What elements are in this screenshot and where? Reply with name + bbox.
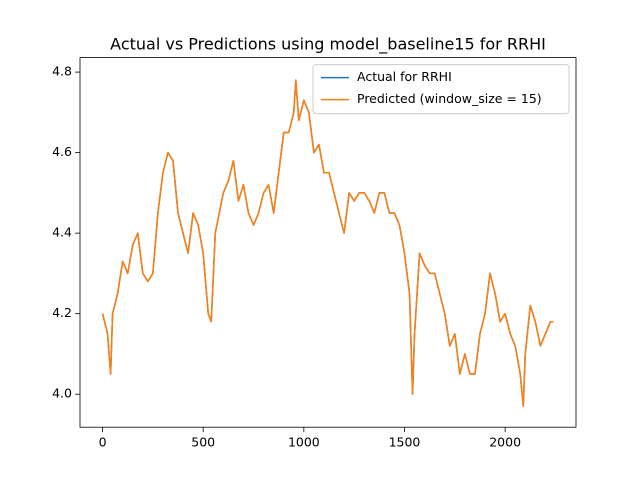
y-tick-label: 4.2 (52, 305, 72, 320)
y-tick-label: 4.4 (52, 225, 72, 240)
y-tick-label: 4.8 (52, 64, 72, 79)
x-tick-label: 500 (191, 435, 215, 450)
legend-label: Actual for RRHI (357, 69, 452, 84)
legend-box (312, 64, 570, 115)
y-tick-label: 4.6 (52, 144, 72, 159)
x-tick-label: 1000 (288, 435, 320, 450)
plot-frame (79, 57, 577, 428)
chart-title: Actual vs Predictions using model_baseli… (110, 35, 546, 55)
y-tick-label: 4.0 (52, 386, 72, 401)
x-tick-label: 2000 (489, 435, 521, 450)
x-tick-label: 0 (99, 435, 107, 450)
data-line (101, 79, 554, 408)
x-tick-label: 1500 (389, 435, 421, 450)
legend-label: Predicted (window_size = 15) (357, 91, 542, 106)
